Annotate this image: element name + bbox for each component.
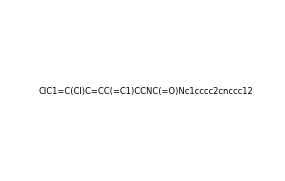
Text: ClC1=C(Cl)C=CC(=C1)CCNC(=O)Nc1cccc2cnccc12: ClC1=C(Cl)C=CC(=C1)CCNC(=O)Nc1cccc2cnccc… [39, 87, 253, 96]
